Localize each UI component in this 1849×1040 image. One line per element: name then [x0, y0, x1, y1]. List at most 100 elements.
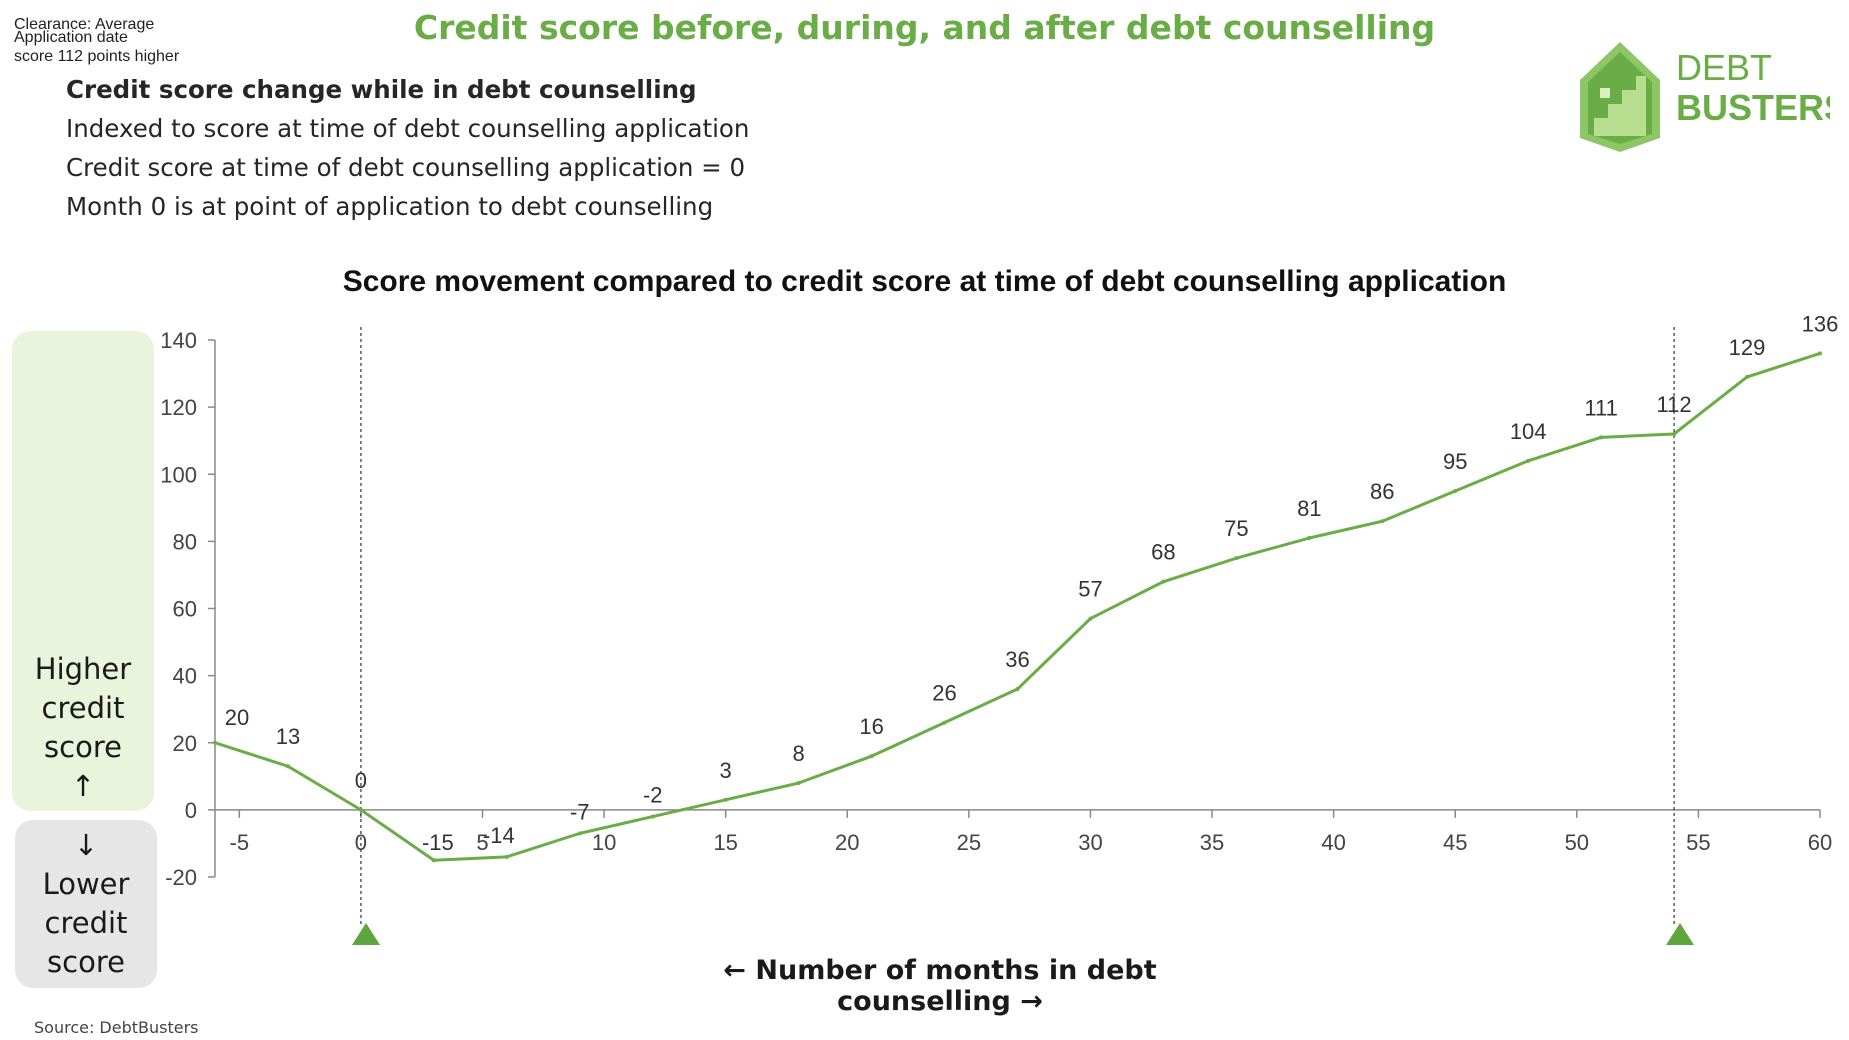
x-tick-label: 15	[713, 830, 737, 855]
x-tick-label: 0	[355, 830, 367, 855]
data-label: 26	[932, 681, 956, 706]
data-label: 111	[1584, 395, 1617, 420]
up-arrow-icon: ↑	[70, 769, 96, 803]
data-point	[504, 854, 509, 859]
y-tick-label: 60	[173, 597, 197, 622]
x-tick-label: 20	[835, 830, 859, 855]
data-label: 136	[1802, 311, 1839, 336]
data-label: -7	[570, 799, 590, 824]
data-label: 86	[1370, 479, 1394, 504]
lower-label-line3: score	[47, 945, 125, 979]
data-point	[723, 797, 728, 802]
y-tick-label: 140	[160, 328, 197, 353]
lower-label-line1: Lower	[42, 867, 130, 901]
x-tick-label: 60	[1808, 830, 1832, 855]
data-point	[358, 807, 363, 812]
x-tick-label: 35	[1200, 830, 1224, 855]
data-point	[1745, 374, 1750, 379]
data-label: 112	[1657, 392, 1692, 417]
data-label: 36	[1005, 647, 1029, 672]
x-tick-label: 55	[1686, 830, 1710, 855]
data-label: -2	[643, 783, 663, 808]
x-tick-label: 5	[476, 830, 488, 855]
data-point	[942, 720, 947, 725]
intro-text: Credit score change while in debt counse…	[66, 70, 749, 226]
data-point	[577, 831, 582, 836]
x-axis-label: ← Number of months in debt counselling →	[723, 955, 1157, 1017]
data-label: 57	[1078, 577, 1102, 602]
data-label: 104	[1510, 419, 1547, 444]
data-point	[1380, 519, 1385, 524]
data-point	[650, 814, 655, 819]
lower-label-line2: credit	[44, 906, 128, 940]
higher-score-panel: Higher credit score ↑	[12, 331, 154, 811]
data-label: -14	[483, 823, 515, 848]
higher-label-line1: Higher	[34, 652, 132, 686]
x-tick-label: -5	[230, 830, 250, 855]
data-label: 81	[1297, 496, 1321, 521]
application-pointer-icon	[352, 923, 380, 945]
y-tick-label: -20	[165, 865, 197, 890]
intro-line-baseline: Credit score at time of debt counselling…	[66, 153, 746, 182]
down-arrow-icon: ↓	[73, 828, 99, 862]
data-point	[1307, 536, 1312, 541]
y-tick-label: 40	[173, 664, 197, 689]
y-tick-label: 100	[160, 462, 197, 487]
clearance-callout: Clearance: Average score 112 points high…	[0, 16, 317, 178]
data-point	[1818, 351, 1822, 356]
data-label: 68	[1151, 540, 1175, 565]
application-date-callout: Application date	[0, 0, 229, 88]
data-point	[1672, 431, 1677, 436]
y-tick-label: 80	[173, 529, 197, 554]
x-tick-label: 25	[957, 830, 981, 855]
logo-text-debt: DEBT	[1676, 47, 1772, 88]
data-point	[1161, 579, 1166, 584]
data-point	[1526, 458, 1531, 463]
data-label: 20	[225, 705, 249, 730]
data-point	[431, 858, 436, 863]
y-tick-label: 120	[160, 395, 197, 420]
x-tick-label: 45	[1443, 830, 1467, 855]
y-tick-label: 0	[185, 798, 197, 823]
intro-heading: Credit score change while in debt counse…	[66, 75, 697, 104]
data-label: 75	[1224, 516, 1248, 541]
data-point	[1015, 687, 1020, 692]
data-label: 8	[793, 741, 805, 766]
data-label: 95	[1443, 449, 1467, 474]
clearance-label-line2: score 112 points higher	[14, 48, 180, 65]
data-label: 13	[276, 724, 300, 749]
data-point	[869, 754, 874, 759]
data-point	[1234, 556, 1239, 561]
higher-label-line3: score	[44, 730, 122, 764]
data-point	[1599, 435, 1604, 440]
data-label: 3	[720, 758, 732, 783]
main-title: Credit score before, during, and after d…	[413, 8, 1436, 47]
intro-line-indexed: Indexed to score at time of debt counsel…	[66, 114, 750, 143]
data-point	[285, 764, 290, 769]
data-label: 0	[355, 768, 367, 793]
data-label: 129	[1729, 335, 1766, 360]
series-line	[214, 351, 1821, 862]
x-tick-label: 40	[1321, 830, 1345, 855]
chart-title: Score movement compared to credit score …	[342, 265, 1507, 298]
data-label: -15	[422, 830, 454, 855]
x-tick-label: 30	[1078, 830, 1102, 855]
data-label: 16	[859, 714, 883, 739]
x-tick-label: 10	[592, 830, 616, 855]
intro-line-month-zero: Month 0 is at point of application to de…	[66, 192, 714, 221]
data-point	[796, 781, 801, 786]
x-tick-label: 50	[1565, 830, 1589, 855]
application-date-label: Application date	[14, 29, 128, 46]
data-point	[213, 740, 217, 745]
higher-label-line2: credit	[41, 691, 125, 725]
lower-score-panel: ↓ Lower credit score	[15, 820, 157, 988]
y-tick-label: 20	[173, 731, 197, 756]
clearance-label-line1: Clearance: Average	[14, 16, 155, 33]
clearance-pointer-icon	[1666, 923, 1694, 945]
source-note: Source: DebtBusters	[34, 1018, 199, 1037]
data-point	[1453, 489, 1458, 494]
